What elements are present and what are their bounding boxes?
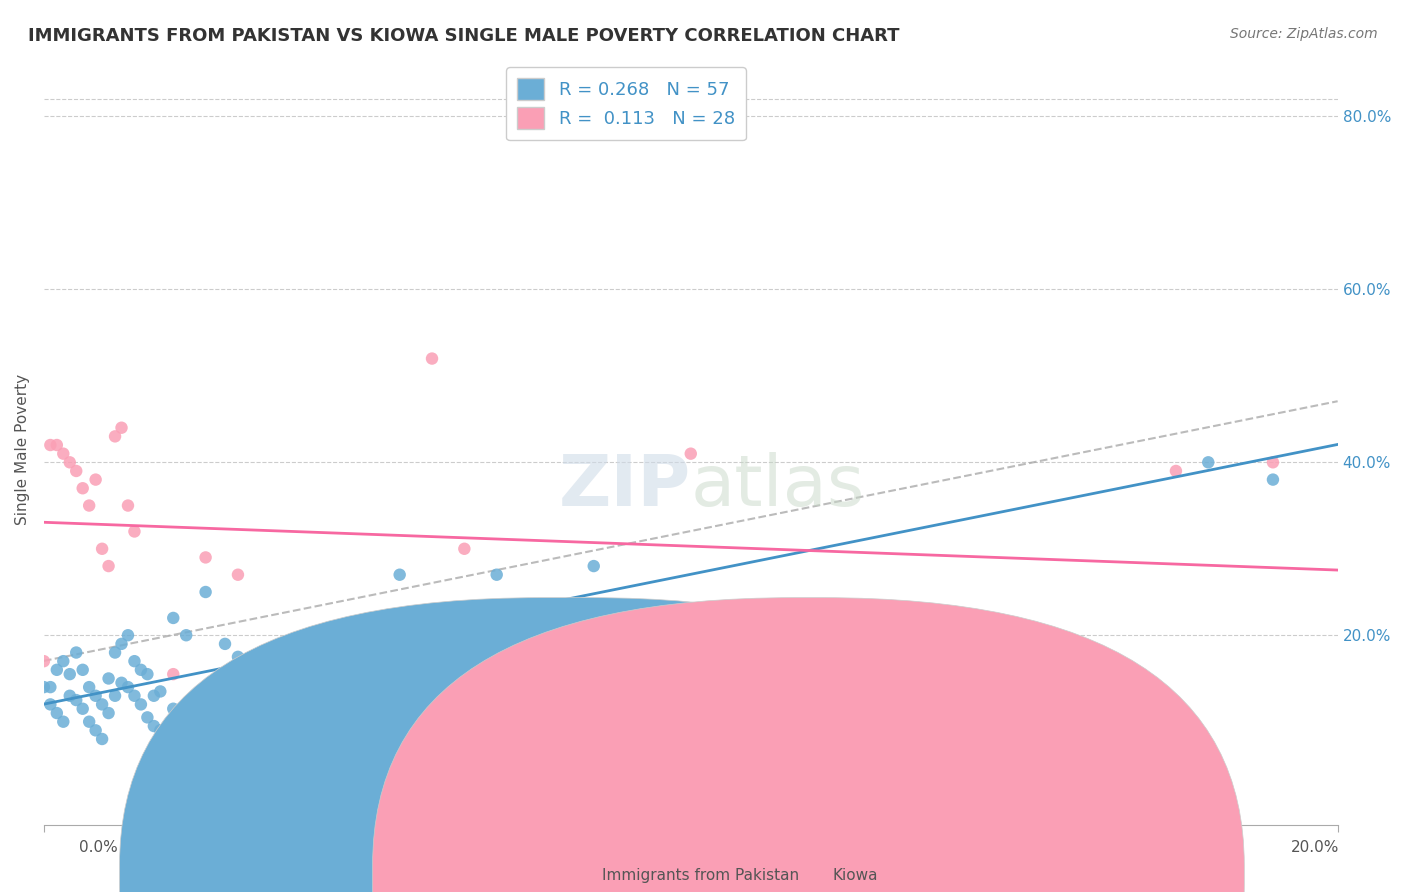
Point xyxy=(453,541,475,556)
Point xyxy=(162,702,184,716)
Point xyxy=(214,637,236,651)
Point xyxy=(45,663,67,677)
Point xyxy=(1067,663,1090,677)
Point xyxy=(77,680,100,694)
Point xyxy=(104,689,127,703)
Point xyxy=(388,672,411,686)
Point xyxy=(149,723,172,738)
Point xyxy=(110,675,132,690)
Point xyxy=(142,689,165,703)
Point xyxy=(84,473,107,487)
Point xyxy=(65,646,87,660)
Point xyxy=(226,723,249,738)
Point xyxy=(59,689,82,703)
Point xyxy=(291,637,314,651)
Point xyxy=(485,567,508,582)
Point xyxy=(45,706,67,720)
Point xyxy=(97,559,120,574)
Point xyxy=(214,728,236,742)
Point xyxy=(1164,464,1187,478)
Point xyxy=(91,731,114,746)
Point xyxy=(873,663,896,677)
Point xyxy=(59,455,82,469)
Point xyxy=(84,723,107,738)
Point xyxy=(104,646,127,660)
Point xyxy=(226,567,249,582)
Text: atlas: atlas xyxy=(690,452,865,522)
Point xyxy=(84,689,107,703)
Point xyxy=(59,667,82,681)
Point xyxy=(65,693,87,707)
Point xyxy=(110,637,132,651)
Point xyxy=(194,550,217,565)
Text: Source: ZipAtlas.com: Source: ZipAtlas.com xyxy=(1230,27,1378,41)
Point xyxy=(65,464,87,478)
Point xyxy=(52,447,75,461)
Point xyxy=(117,499,139,513)
Point xyxy=(142,719,165,733)
Point xyxy=(194,731,217,746)
Point xyxy=(72,663,94,677)
Point xyxy=(124,524,146,539)
Point xyxy=(259,654,281,668)
Point xyxy=(117,628,139,642)
Point xyxy=(174,628,197,642)
Point xyxy=(356,663,378,677)
Point xyxy=(39,680,62,694)
Text: IMMIGRANTS FROM PAKISTAN VS KIOWA SINGLE MALE POVERTY CORRELATION CHART: IMMIGRANTS FROM PAKISTAN VS KIOWA SINGLE… xyxy=(28,27,900,45)
Point xyxy=(39,438,62,452)
Point xyxy=(1261,455,1284,469)
Point xyxy=(388,567,411,582)
Point xyxy=(1261,473,1284,487)
Point xyxy=(104,429,127,443)
Text: ZIP: ZIP xyxy=(558,452,690,522)
Point xyxy=(136,667,159,681)
Legend: R = 0.268   N = 57, R =  0.113   N = 28: R = 0.268 N = 57, R = 0.113 N = 28 xyxy=(506,67,745,140)
Point xyxy=(162,611,184,625)
Point xyxy=(226,649,249,664)
Point xyxy=(52,714,75,729)
Point xyxy=(174,736,197,750)
Point xyxy=(72,702,94,716)
Point xyxy=(39,698,62,712)
Point xyxy=(72,481,94,495)
Point xyxy=(162,667,184,681)
Point xyxy=(110,421,132,435)
Point xyxy=(124,689,146,703)
Point xyxy=(129,663,152,677)
Point xyxy=(136,710,159,724)
Point xyxy=(149,684,172,698)
Point xyxy=(420,351,443,366)
Text: 20.0%: 20.0% xyxy=(1291,840,1339,855)
Text: Kiowa: Kiowa xyxy=(832,868,877,882)
Point xyxy=(582,559,605,574)
Text: Immigrants from Pakistan: Immigrants from Pakistan xyxy=(602,868,799,882)
Text: 0.0%: 0.0% xyxy=(79,840,118,855)
Point xyxy=(291,689,314,703)
Point xyxy=(129,698,152,712)
Point xyxy=(194,585,217,599)
Point xyxy=(77,499,100,513)
Point xyxy=(239,658,262,673)
Point xyxy=(117,680,139,694)
Point xyxy=(91,541,114,556)
Y-axis label: Single Male Poverty: Single Male Poverty xyxy=(15,374,30,524)
Point xyxy=(32,680,55,694)
Point xyxy=(278,641,301,656)
Point xyxy=(97,672,120,686)
Point xyxy=(679,447,702,461)
Point xyxy=(124,654,146,668)
Point xyxy=(97,706,120,720)
Point xyxy=(1197,455,1219,469)
Point xyxy=(77,714,100,729)
Point xyxy=(45,438,67,452)
Point xyxy=(91,698,114,712)
Point xyxy=(239,719,262,733)
Point xyxy=(32,654,55,668)
Point xyxy=(52,654,75,668)
